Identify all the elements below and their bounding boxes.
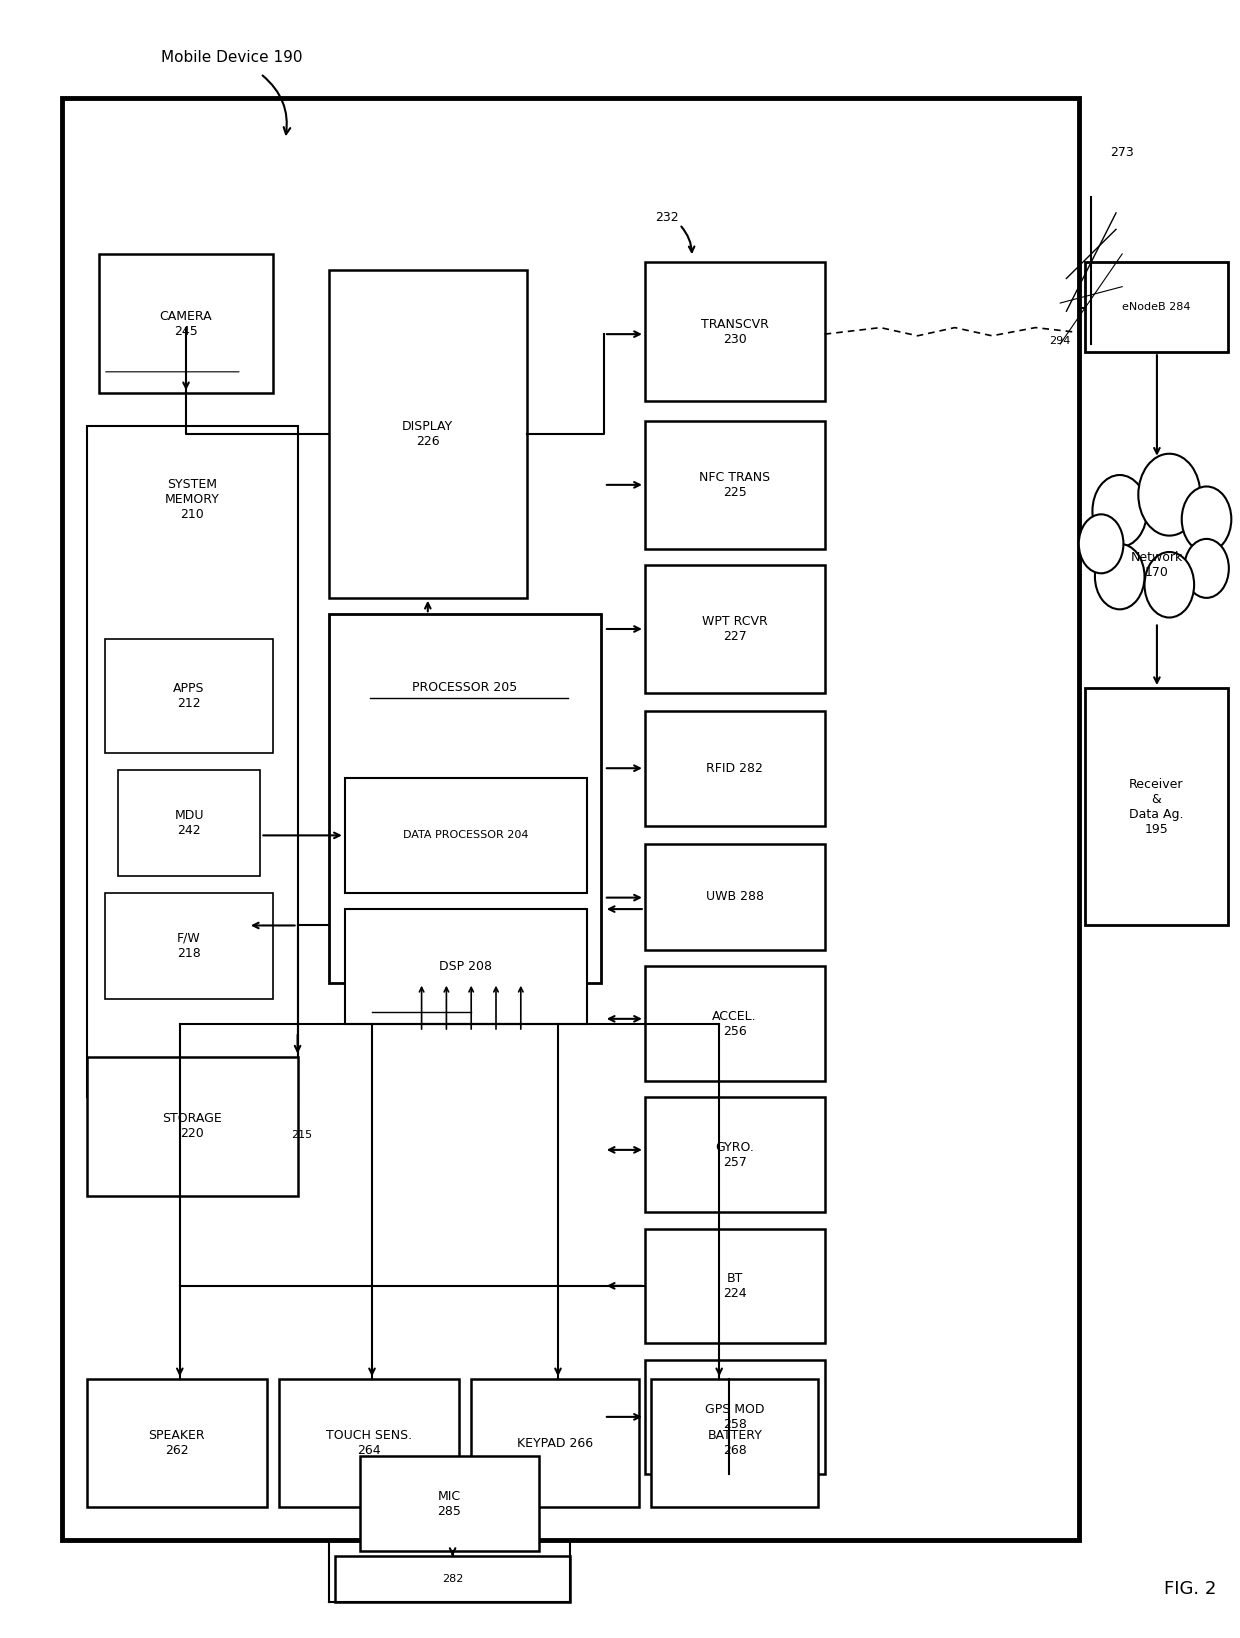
- Text: PROCESSOR 205: PROCESSOR 205: [413, 681, 517, 695]
- Text: KEYPAD 266: KEYPAD 266: [517, 1437, 593, 1450]
- FancyBboxPatch shape: [87, 1379, 267, 1507]
- Text: F/W
218: F/W 218: [177, 932, 201, 960]
- Text: Receiver
&
Data Ag.
195: Receiver & Data Ag. 195: [1130, 778, 1183, 835]
- Text: DISPLAY
226: DISPLAY 226: [402, 419, 454, 449]
- FancyBboxPatch shape: [118, 770, 260, 876]
- FancyBboxPatch shape: [645, 565, 825, 693]
- Text: MDU
242: MDU 242: [175, 809, 203, 837]
- Circle shape: [1182, 486, 1231, 552]
- FancyBboxPatch shape: [279, 1379, 459, 1507]
- Text: 232: 232: [655, 211, 680, 224]
- FancyBboxPatch shape: [329, 270, 527, 598]
- Text: 273: 273: [1110, 146, 1135, 159]
- Text: eNodeB 284: eNodeB 284: [1122, 301, 1190, 313]
- Text: NFC TRANS
225: NFC TRANS 225: [699, 470, 770, 500]
- Text: WPT RCVR
227: WPT RCVR 227: [702, 614, 768, 644]
- Circle shape: [1145, 552, 1194, 618]
- Text: DATA PROCESSOR 204: DATA PROCESSOR 204: [403, 830, 528, 840]
- Circle shape: [1092, 475, 1147, 547]
- FancyBboxPatch shape: [645, 1097, 825, 1212]
- Text: APPS
212: APPS 212: [174, 681, 205, 711]
- Text: STORAGE
220: STORAGE 220: [162, 1112, 222, 1140]
- Text: 294: 294: [1049, 336, 1071, 346]
- FancyBboxPatch shape: [105, 639, 273, 753]
- Text: BATTERY
268: BATTERY 268: [707, 1428, 763, 1458]
- FancyBboxPatch shape: [645, 421, 825, 549]
- Circle shape: [1138, 454, 1200, 536]
- FancyBboxPatch shape: [345, 909, 587, 1024]
- Text: SPEAKER
262: SPEAKER 262: [149, 1428, 205, 1458]
- Text: BT
224: BT 224: [723, 1271, 746, 1301]
- FancyBboxPatch shape: [1085, 688, 1228, 925]
- FancyBboxPatch shape: [335, 1556, 570, 1602]
- Text: RFID 282: RFID 282: [707, 762, 763, 775]
- FancyBboxPatch shape: [345, 778, 587, 893]
- FancyBboxPatch shape: [651, 1379, 818, 1507]
- FancyBboxPatch shape: [87, 426, 298, 1097]
- Text: GYRO.
257: GYRO. 257: [715, 1140, 754, 1170]
- FancyBboxPatch shape: [645, 1360, 825, 1474]
- FancyBboxPatch shape: [645, 1228, 825, 1343]
- Text: GPS MOD
258: GPS MOD 258: [706, 1402, 764, 1432]
- Circle shape: [1184, 539, 1229, 598]
- Text: UWB 288: UWB 288: [706, 891, 764, 903]
- Text: 215: 215: [290, 1130, 312, 1140]
- FancyBboxPatch shape: [105, 893, 273, 999]
- Text: MIC
285: MIC 285: [438, 1489, 461, 1518]
- Text: TOUCH SENS.
264: TOUCH SENS. 264: [326, 1428, 412, 1458]
- FancyBboxPatch shape: [645, 844, 825, 950]
- FancyBboxPatch shape: [87, 1057, 298, 1196]
- Text: ACCEL.
256: ACCEL. 256: [713, 1009, 756, 1038]
- FancyBboxPatch shape: [645, 966, 825, 1081]
- FancyBboxPatch shape: [360, 1456, 539, 1551]
- FancyBboxPatch shape: [99, 254, 273, 393]
- FancyBboxPatch shape: [645, 262, 825, 401]
- Text: DSP 208: DSP 208: [439, 960, 492, 973]
- Text: Mobile Device 190: Mobile Device 190: [161, 49, 303, 66]
- FancyBboxPatch shape: [645, 711, 825, 826]
- Text: CAMERA
245: CAMERA 245: [160, 310, 212, 337]
- Circle shape: [1079, 514, 1123, 573]
- Text: Network
170: Network 170: [1131, 550, 1183, 580]
- FancyBboxPatch shape: [62, 98, 1079, 1540]
- FancyBboxPatch shape: [329, 614, 601, 983]
- FancyBboxPatch shape: [1085, 262, 1228, 352]
- Circle shape: [1095, 544, 1145, 609]
- Text: 282: 282: [441, 1574, 464, 1584]
- Text: SYSTEM
MEMORY
210: SYSTEM MEMORY 210: [165, 478, 219, 521]
- Text: TRANSCVR
230: TRANSCVR 230: [701, 318, 769, 346]
- FancyBboxPatch shape: [471, 1379, 639, 1507]
- Text: FIG. 2: FIG. 2: [1164, 1581, 1216, 1597]
- FancyArrowPatch shape: [263, 75, 290, 134]
